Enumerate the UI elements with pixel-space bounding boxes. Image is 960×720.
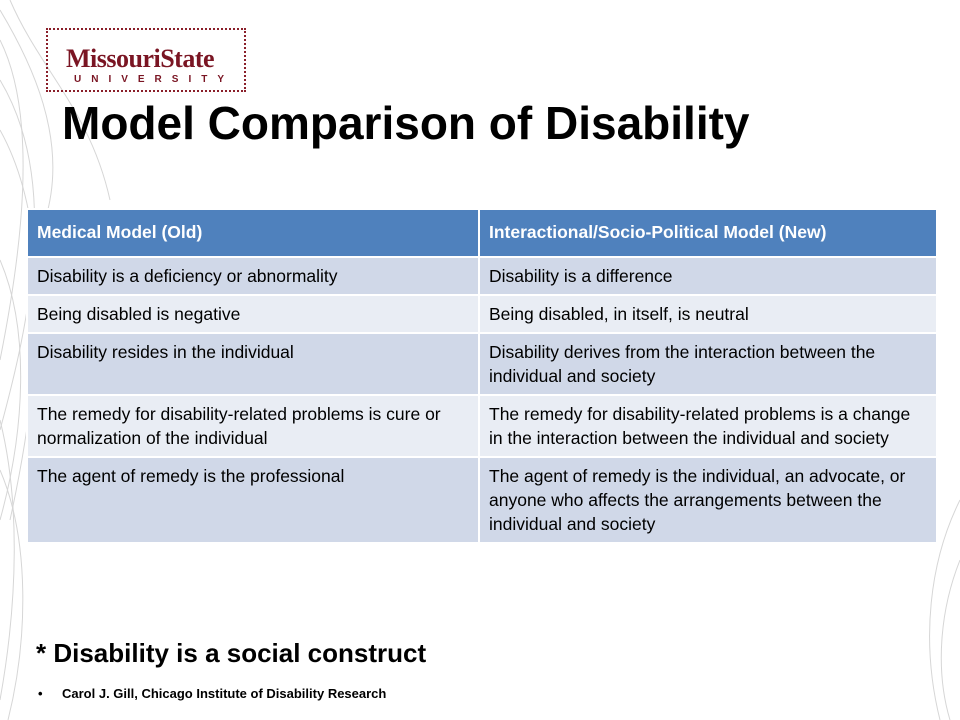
bullet-glyph: • [38, 686, 43, 701]
table-row: Disability is a deficiency or abnormalit… [26, 256, 938, 296]
social-cell: Disability is a difference [478, 256, 938, 296]
citation-text: Carol J. Gill, Chicago Institute of Disa… [62, 686, 387, 701]
header-social-model: Interactional/Socio-Political Model (New… [478, 208, 938, 258]
table-header-row: Medical Model (Old) Interactional/Socio-… [26, 208, 938, 258]
table-row: The remedy for disability-related proble… [26, 394, 938, 458]
social-cell: Being disabled, in itself, is neutral [478, 294, 938, 334]
logo-subtitle: UNIVERSITY [74, 74, 235, 85]
header-medical-model: Medical Model (Old) [26, 208, 480, 258]
medical-cell: Disability resides in the individual [26, 332, 480, 396]
social-cell: The remedy for disability-related proble… [478, 394, 938, 458]
citation: • Carol J. Gill, Chicago Institute of Dis… [38, 686, 386, 701]
social-cell: The agent of remedy is the individual, a… [478, 456, 938, 544]
table-row: Disability resides in the individual Dis… [26, 332, 938, 396]
slide-title: Model Comparison of Disability [62, 97, 750, 149]
table-row: The agent of remedy is the professional … [26, 456, 938, 544]
comparison-table: Medical Model (Old) Interactional/Socio-… [26, 208, 938, 544]
logo-wordmark: MissouriState [66, 44, 215, 73]
medical-cell: The agent of remedy is the professional [26, 456, 480, 544]
social-cell: Disability derives from the interaction … [478, 332, 938, 396]
social-construct-note: * Disability is a social construct [36, 638, 427, 668]
medical-cell: The remedy for disability-related proble… [26, 394, 480, 458]
medical-cell: Being disabled is negative [26, 294, 480, 334]
medical-cell: Disability is a deficiency or abnormalit… [26, 256, 480, 296]
table-row: Being disabled is negative Being disable… [26, 294, 938, 334]
university-logo: MissouriState UNIVERSITY [46, 28, 246, 92]
